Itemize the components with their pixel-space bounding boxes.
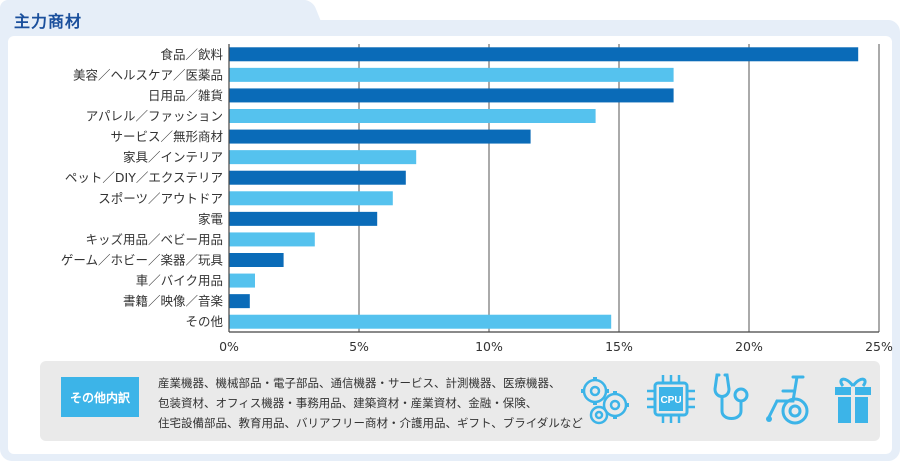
bar	[229, 88, 674, 103]
bar	[229, 273, 255, 288]
tick-label: 5%	[349, 339, 369, 354]
bar	[229, 191, 393, 206]
bar	[229, 47, 859, 62]
bar	[229, 314, 612, 329]
wheelchair-icon	[766, 375, 809, 425]
bar	[229, 211, 378, 226]
other-breakdown-box: その他内訳 産業機器、機械部品・電子部品、通信機器・サービス、計測機器、医療機器…	[40, 361, 880, 441]
title-tab	[0, 0, 310, 38]
bar-chart: 食品／飲料美容／ヘルスケア／医薬品日用品／雑貨アパレル／ファッションサービス／無…	[61, 44, 893, 354]
category-label: スポーツ／アウトドア	[98, 191, 223, 206]
tick-label: 10%	[475, 339, 503, 354]
category-label: 美容／ヘルスケア／医薬品	[73, 67, 223, 82]
category-label: 食品／飲料	[160, 47, 223, 62]
category-label: ペット／DIY／エクステリア	[65, 170, 223, 185]
category-label: 書籍／映像／音楽	[123, 294, 224, 309]
bar	[229, 232, 315, 247]
other-breakdown-line: 産業機器、機械部品・電子部品、通信機器・サービス、計測機器、医療機器、	[158, 376, 561, 390]
tick-label: 20%	[735, 339, 763, 354]
tick-label: 15%	[605, 339, 633, 354]
tick-label: 0%	[219, 339, 239, 354]
bar	[229, 170, 406, 185]
other-breakdown-text: 産業機器、機械部品・電子部品、通信機器・サービス、計測機器、医療機器、 包装資材…	[158, 373, 583, 433]
tick-label: 25%	[865, 339, 893, 354]
other-breakdown-line: 住宅設備部品、教育用品、バリアフリー商材・介護用品、ギフト、ブライダルなど	[158, 416, 583, 430]
gift-icon	[835, 377, 871, 423]
page-title: 主力商材	[14, 12, 83, 31]
category-icons: CPU	[577, 371, 877, 431]
bar	[229, 150, 417, 165]
stethoscope-icon	[713, 373, 749, 420]
category-label: 車／バイク用品	[136, 273, 223, 288]
bar	[229, 253, 284, 267]
bar	[229, 294, 250, 309]
category-label: ゲーム／ホビー／楽器／玩具	[61, 253, 224, 268]
other-breakdown-label: その他内訳	[61, 377, 139, 417]
category-label: 日用品／雑貨	[148, 88, 223, 103]
category-label: サービス／無形商材	[110, 129, 223, 144]
category-label: 家電	[198, 211, 224, 226]
other-breakdown-line: 包装資材、オフィス機器・事務用品、建築資材・産業資材、金融・保険、	[158, 396, 538, 410]
category-label: アパレル／ファッション	[86, 109, 223, 124]
cpu-icon: CPU	[647, 375, 695, 423]
category-label: キッズ用品／ベビー用品	[85, 232, 223, 247]
bar	[229, 129, 531, 144]
category-label: 家具／インテリア	[123, 150, 223, 165]
category-label: その他	[185, 314, 223, 329]
bar	[229, 109, 596, 123]
cpu-icon-label: CPU	[660, 395, 681, 406]
bar	[229, 67, 674, 82]
gears-icon	[581, 377, 629, 425]
